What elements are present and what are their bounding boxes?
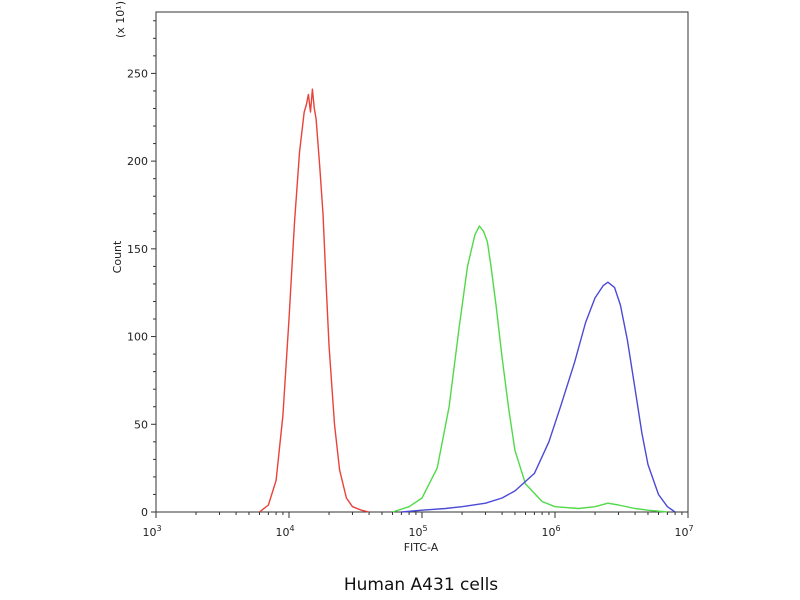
histogram-series-2	[392, 225, 668, 513]
y-tick-label: 150	[127, 243, 148, 256]
x-axis-label: FITC-A	[404, 541, 439, 554]
y-tick-label: 200	[127, 155, 148, 168]
x-tick-label: 107	[674, 524, 693, 539]
plot-area-frame	[155, 11, 689, 513]
y-tick-label: 0	[141, 506, 148, 519]
y-tick-label: 100	[127, 331, 148, 344]
x-tick-label: 105	[408, 524, 427, 539]
y-tick-label: 50	[134, 418, 148, 431]
y-axis-ticks: 0 50 100 150 200 250	[127, 20, 156, 519]
y-multiplier-label: (x 10¹)	[114, 1, 127, 38]
y-axis-label: Count	[111, 240, 124, 273]
y-tick-label: 250	[127, 67, 148, 80]
x-tick-label: 106	[541, 524, 560, 539]
histogram-series-3	[401, 281, 676, 513]
x-tick-label: 104	[275, 524, 294, 539]
series-layer	[259, 88, 676, 513]
histogram-series-1	[259, 88, 370, 513]
x-tick-label: 103	[142, 524, 161, 539]
chart-caption: Human A431 cells	[344, 575, 498, 595]
x-axis-ticks: 103 104 105 106 107	[142, 512, 694, 539]
